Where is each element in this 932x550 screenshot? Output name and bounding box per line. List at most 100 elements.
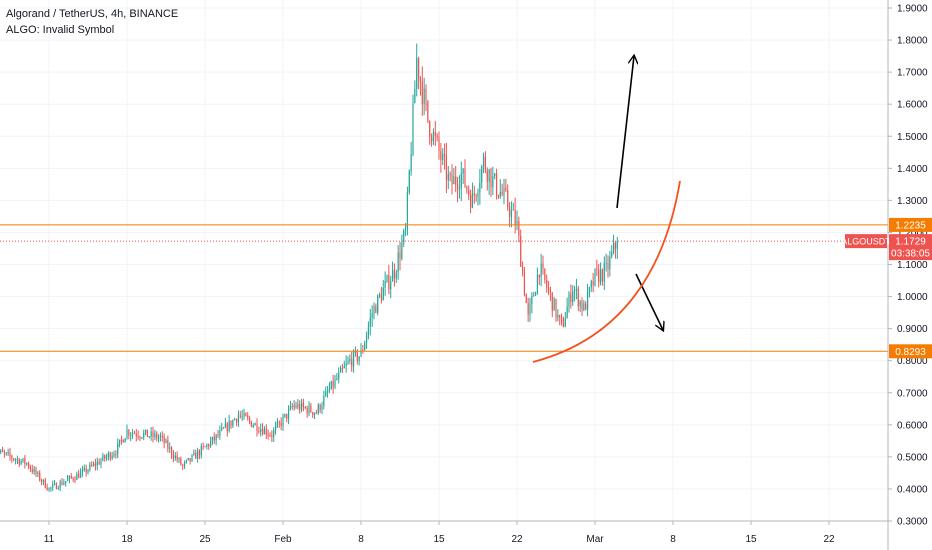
candle-body bbox=[57, 488, 59, 490]
candle-body bbox=[91, 464, 93, 466]
candle-body bbox=[516, 220, 518, 226]
candle-body bbox=[334, 379, 336, 388]
candle-body bbox=[100, 460, 102, 465]
candle-body bbox=[349, 358, 351, 361]
candle-body bbox=[410, 154, 412, 171]
candle-body bbox=[300, 402, 303, 411]
candle-body bbox=[284, 413, 286, 417]
time-tick-label: 8 bbox=[670, 534, 676, 545]
candle-body bbox=[172, 454, 175, 459]
candle-body bbox=[183, 462, 186, 466]
arrow-down[interactable] bbox=[635, 273, 663, 330]
candle-body bbox=[0, 450, 2, 453]
price-axis[interactable]: 1.9000 1.8000 1.7000 1.6000 1.5000 1.4000 1.30… bbox=[888, 4, 928, 528]
candle-body bbox=[559, 315, 561, 318]
candle-body bbox=[235, 419, 238, 423]
candle-body bbox=[520, 235, 522, 267]
parabolic-curve[interactable] bbox=[532, 180, 681, 363]
candle-body bbox=[299, 404, 301, 411]
candle-body bbox=[614, 243, 617, 249]
candle-body bbox=[247, 416, 249, 419]
candle-body bbox=[341, 367, 344, 369]
candle-body bbox=[174, 455, 176, 459]
candle-body bbox=[237, 415, 240, 423]
candle-body bbox=[469, 194, 472, 208]
candle-body bbox=[598, 269, 600, 283]
candle-body bbox=[449, 173, 451, 175]
candle-body bbox=[544, 268, 546, 280]
candle-body bbox=[417, 57, 420, 79]
candle-body bbox=[230, 420, 232, 426]
candle-body bbox=[269, 434, 271, 436]
candle-body bbox=[434, 132, 436, 136]
candle-body bbox=[609, 256, 611, 270]
candle-body bbox=[594, 268, 596, 286]
candles bbox=[0, 43, 618, 492]
candle-body bbox=[479, 182, 481, 193]
candle-body bbox=[224, 423, 227, 428]
candle-body bbox=[484, 156, 487, 171]
price-tick-label: 0.8000 bbox=[897, 356, 928, 367]
candle-body bbox=[373, 306, 375, 314]
candle-body bbox=[304, 407, 306, 409]
candle-body bbox=[189, 458, 191, 461]
candle-body bbox=[397, 252, 399, 273]
candle-body bbox=[408, 170, 410, 193]
horizontal-levels[interactable] bbox=[0, 224, 888, 352]
candle-body bbox=[404, 228, 407, 231]
candle-body bbox=[588, 287, 591, 292]
candle-body bbox=[343, 366, 345, 369]
candle-body bbox=[551, 292, 553, 311]
candle-body bbox=[131, 433, 134, 435]
candle-body bbox=[66, 478, 69, 482]
candle-body bbox=[382, 287, 384, 301]
candle-body bbox=[531, 296, 533, 305]
candle-body bbox=[29, 467, 32, 469]
candle-body bbox=[191, 454, 193, 461]
candle-body bbox=[261, 429, 264, 435]
candle-body bbox=[241, 416, 243, 418]
arrow-up[interactable] bbox=[616, 56, 634, 209]
candle-body bbox=[611, 251, 613, 257]
candle-body bbox=[579, 301, 581, 307]
candle-body bbox=[98, 461, 100, 465]
study-label[interactable]: ALGO: Invalid Symbol bbox=[6, 24, 115, 36]
symbol-badge bbox=[845, 234, 887, 249]
candle-body bbox=[102, 455, 104, 461]
candle-body bbox=[557, 315, 559, 318]
candle-body bbox=[477, 192, 479, 197]
candle-body bbox=[369, 317, 371, 327]
candle-body bbox=[456, 184, 459, 190]
candle-body bbox=[286, 413, 288, 419]
candle-body bbox=[492, 176, 494, 188]
candle-body bbox=[297, 404, 299, 408]
candle-body bbox=[256, 423, 258, 432]
symbol-title[interactable]: Algorand / TetherUS, 4h, BINANCE bbox=[6, 8, 179, 20]
time-tick-label: 22 bbox=[823, 534, 835, 545]
candle-body bbox=[538, 274, 540, 278]
candle-body bbox=[581, 301, 583, 311]
candle-body bbox=[438, 137, 440, 152]
candle-body bbox=[1, 450, 4, 453]
time-axis[interactable]: 11 18 25 Feb 8 15 22 Mar 8 15 22 bbox=[44, 521, 835, 545]
candle-body bbox=[55, 483, 58, 489]
candle-body bbox=[362, 350, 364, 352]
candle-body bbox=[44, 479, 46, 488]
candle-body bbox=[542, 263, 544, 269]
candle-body bbox=[416, 57, 418, 89]
candle-body bbox=[215, 434, 217, 441]
candle-body bbox=[293, 405, 295, 408]
candle-body bbox=[144, 429, 147, 433]
candle-body bbox=[234, 419, 236, 421]
drawings[interactable] bbox=[532, 56, 681, 363]
candle-body bbox=[117, 443, 119, 455]
candle-body bbox=[89, 464, 91, 471]
candle-body bbox=[390, 281, 392, 290]
candle-body bbox=[287, 409, 290, 419]
candle-body bbox=[546, 279, 548, 288]
candle-body bbox=[163, 436, 165, 444]
candle-body bbox=[94, 463, 97, 466]
candle-body bbox=[577, 288, 579, 307]
candle-body bbox=[18, 459, 20, 465]
